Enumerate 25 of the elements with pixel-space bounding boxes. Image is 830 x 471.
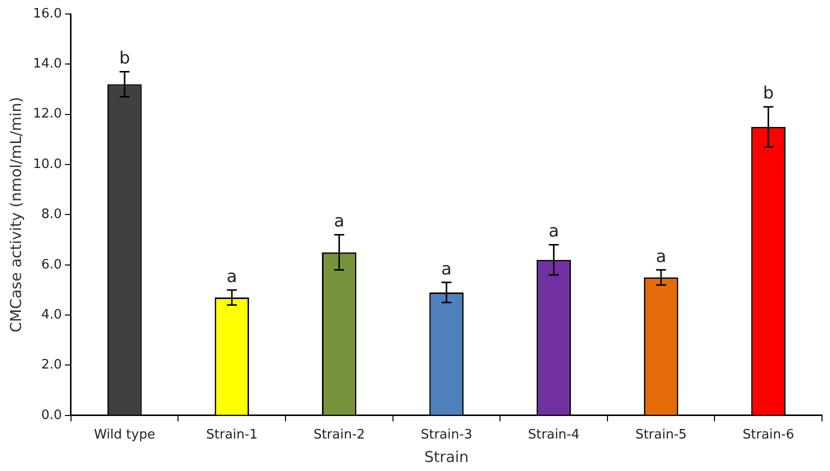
x-tick-label: Strain-3 xyxy=(420,428,472,443)
annotation: a xyxy=(548,222,559,242)
x-tick-label: Strain-4 xyxy=(528,428,580,443)
x-axis-title: Strain xyxy=(424,448,469,466)
annotation: a xyxy=(656,246,666,267)
y-tick-label: 12.0 xyxy=(32,106,62,122)
y-tick-label: 14.0 xyxy=(32,56,62,72)
x-tick-label: Strain-1 xyxy=(206,428,258,443)
y-tick-label: 8.0 xyxy=(41,207,62,222)
x-tick-label: Wild type xyxy=(94,428,156,443)
y-tick-label: 4.0 xyxy=(41,307,62,322)
x-tick-label: Strain-2 xyxy=(313,428,365,443)
y-tick-label: 6.0 xyxy=(41,257,62,272)
x-tick-label: Strain-6 xyxy=(742,428,794,443)
y-tick-label: 0.0 xyxy=(41,408,62,423)
annotation: b xyxy=(762,84,774,104)
y-axis-title: CMCase activity (nmol/mL/min) xyxy=(6,96,25,332)
y-tick-label: 16.0 xyxy=(32,6,62,22)
annotation: b xyxy=(119,48,130,69)
annotation: a xyxy=(441,259,452,280)
y-tick-label: 2.0 xyxy=(41,358,62,373)
annotation: a xyxy=(226,266,238,287)
annotation: a xyxy=(334,212,344,232)
x-tick-label: Strain-5 xyxy=(635,428,687,443)
y-tick-label: 10.0 xyxy=(32,156,62,172)
